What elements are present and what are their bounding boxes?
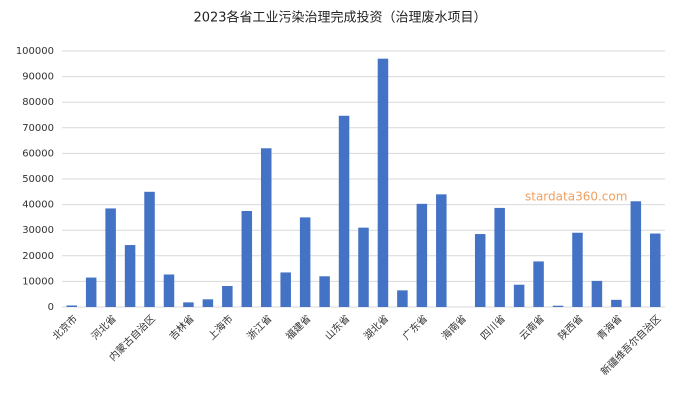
x-tick-label: 四川省 bbox=[477, 312, 507, 342]
bar bbox=[338, 115, 350, 307]
x-tick-label: 湖北省 bbox=[361, 312, 391, 342]
x-tick-label: 云南省 bbox=[516, 312, 546, 342]
bar bbox=[358, 227, 369, 307]
x-tick-label: 海南省 bbox=[439, 312, 469, 342]
x-tick-label: 吉林省 bbox=[166, 312, 196, 342]
x-tick-label: 陕西省 bbox=[555, 312, 585, 342]
bar bbox=[183, 302, 194, 307]
watermark: stardata360.com bbox=[525, 190, 627, 204]
chart-title: 2023各省工业污染治理完成投资（治理废水项目） bbox=[193, 10, 486, 26]
bar bbox=[474, 234, 486, 307]
bar bbox=[202, 299, 214, 307]
bar bbox=[650, 233, 661, 307]
bar bbox=[377, 58, 389, 308]
bar bbox=[222, 286, 233, 307]
bar bbox=[144, 191, 155, 307]
bar bbox=[416, 203, 428, 307]
x-tick-label: 河北省 bbox=[88, 312, 118, 342]
bar bbox=[572, 232, 583, 307]
bar bbox=[319, 276, 330, 307]
bar bbox=[241, 211, 253, 307]
y-tick-label: 80000 bbox=[22, 97, 54, 108]
bar bbox=[299, 217, 311, 307]
y-tick-label: 50000 bbox=[22, 174, 54, 185]
bar bbox=[124, 245, 136, 307]
bar bbox=[163, 274, 175, 307]
bar bbox=[280, 272, 291, 307]
y-tick-label: 10000 bbox=[22, 276, 54, 287]
y-tick-label: 40000 bbox=[22, 200, 54, 211]
x-tick-label: 北京市 bbox=[50, 312, 80, 342]
bar bbox=[552, 305, 564, 307]
bar bbox=[260, 148, 272, 307]
x-tick-label: 青海省 bbox=[594, 312, 624, 342]
y-tick-label: 20000 bbox=[22, 251, 54, 262]
bar bbox=[591, 280, 603, 307]
bar bbox=[611, 299, 622, 307]
bar bbox=[513, 284, 525, 307]
bar bbox=[105, 208, 116, 307]
y-tick-label: 60000 bbox=[22, 148, 54, 159]
bar bbox=[630, 201, 642, 307]
y-tick-label: 30000 bbox=[22, 225, 54, 236]
y-tick-label: 100000 bbox=[16, 46, 54, 57]
bar bbox=[533, 261, 544, 307]
bar bbox=[436, 194, 447, 307]
y-tick-label: 90000 bbox=[22, 72, 54, 83]
bar bbox=[85, 277, 97, 307]
x-tick-label: 浙江省 bbox=[244, 312, 274, 342]
bar bbox=[397, 290, 408, 307]
x-tick-label: 山东省 bbox=[322, 312, 352, 342]
bar bbox=[66, 305, 77, 307]
x-tick-label: 上海市 bbox=[205, 312, 235, 342]
x-tick-label: 广东省 bbox=[400, 312, 430, 342]
y-tick-label: 70000 bbox=[22, 123, 54, 134]
x-tick-label: 福建省 bbox=[283, 312, 313, 342]
bar bbox=[494, 207, 505, 307]
y-tick-label: 0 bbox=[48, 302, 54, 313]
